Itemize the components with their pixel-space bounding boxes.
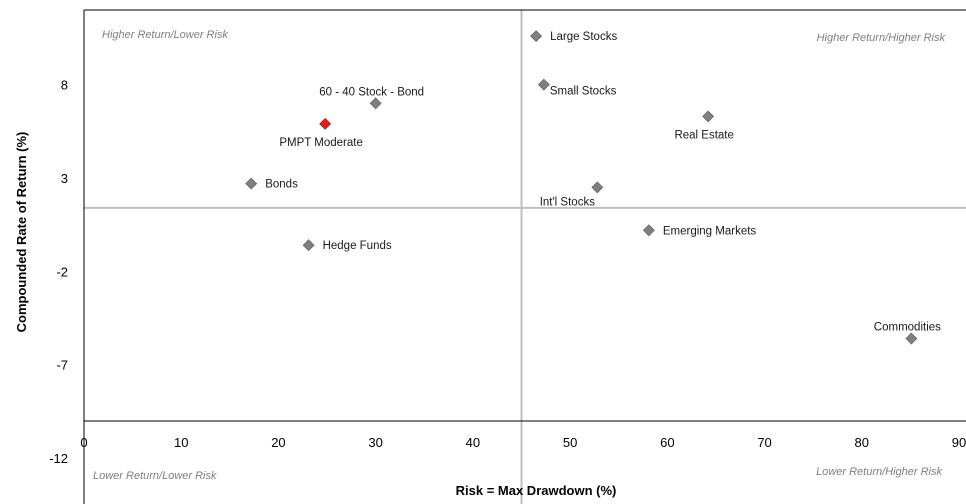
x-axis-title: Risk = Max Drawdown (%) — [456, 483, 617, 498]
data-point-label: Real Estate — [674, 129, 733, 141]
x-tick-label: 30 — [368, 435, 382, 450]
x-tick-label: 50 — [563, 435, 577, 450]
data-point-marker — [245, 177, 258, 190]
data-point-marker — [369, 97, 382, 110]
quadrant-label-bottom-left: Lower Return/Lower Risk — [93, 470, 217, 482]
data-point-marker — [642, 224, 655, 237]
data-point-marker — [530, 30, 543, 43]
quadrant-label-top-left: Higher Return/Lower Risk — [102, 29, 228, 41]
y-tick-label: -2 — [56, 264, 68, 279]
x-tick-label: 70 — [757, 435, 771, 450]
y-tick-label: -12 — [49, 451, 68, 466]
quadrant-label-bottom-right: Lower Return/Higher Risk — [816, 466, 942, 478]
data-point-marker — [702, 110, 715, 123]
data-point-marker — [319, 117, 332, 130]
y-tick-label: 3 — [61, 171, 68, 186]
y-axis-title: Compounded Rate of Return (%) — [14, 132, 29, 333]
x-tick-label: 90 — [952, 435, 966, 450]
data-point-label: Bonds — [265, 179, 298, 191]
data-point-label: Commodities — [874, 322, 941, 334]
data-point-label: Small Stocks — [550, 86, 617, 98]
x-tick-label: 80 — [855, 435, 869, 450]
x-tick-label: 40 — [466, 435, 480, 450]
y-tick-label: -7 — [56, 358, 68, 373]
data-point-label: Emerging Markets — [663, 225, 757, 237]
data-point-marker — [591, 181, 604, 194]
quadrant-label-top-right: Higher Return/Higher Risk — [817, 32, 946, 44]
x-tick-label: 0 — [80, 435, 87, 450]
x-tick-label: 10 — [174, 435, 188, 450]
data-point-marker — [537, 78, 550, 91]
data-point-marker — [302, 239, 315, 252]
data-point-label: Large Stocks — [550, 31, 617, 43]
data-point-label: Hedge Funds — [323, 240, 392, 252]
y-tick-label: 8 — [61, 78, 68, 93]
data-point-label: PMPT Moderate — [279, 137, 363, 149]
data-point-marker — [905, 332, 918, 345]
x-tick-label: 60 — [660, 435, 674, 450]
data-point-label: Int'l Stocks — [540, 196, 595, 208]
data-point-label: 60 - 40 Stock - Bond — [319, 86, 424, 98]
x-tick-label: 20 — [271, 435, 285, 450]
